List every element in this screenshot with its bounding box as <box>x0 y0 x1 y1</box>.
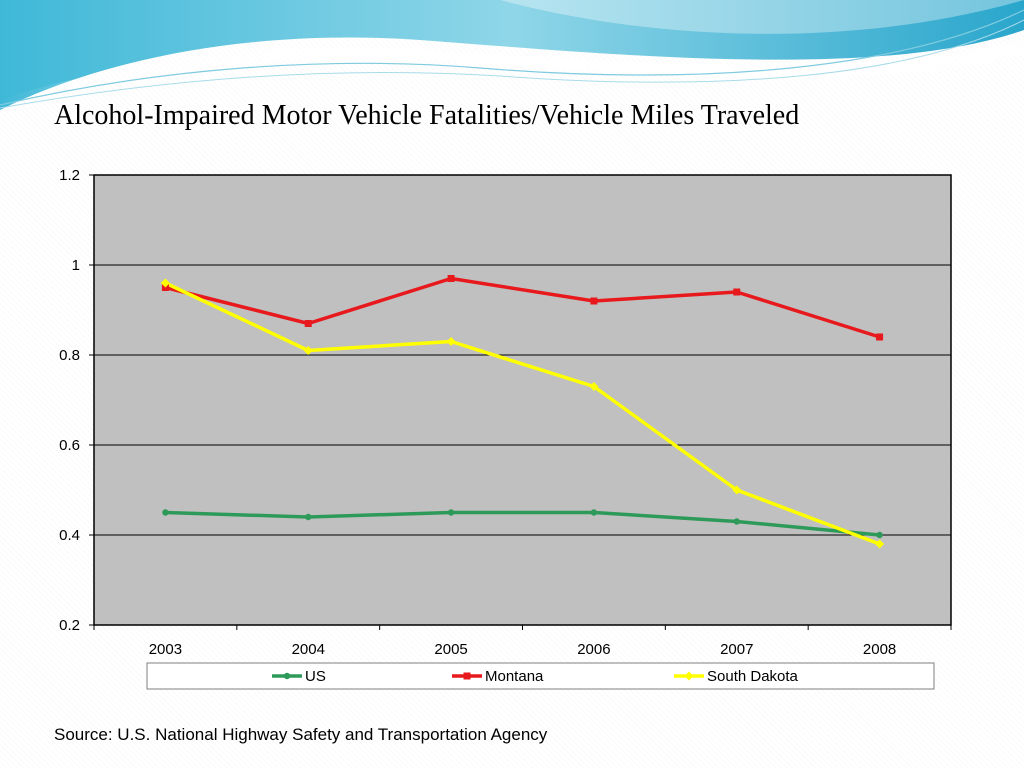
legend-label-us: US <box>305 668 326 685</box>
legend-marker-south-dakota <box>684 671 694 681</box>
legend-label-montana: Montana <box>485 668 544 685</box>
montana-data-point <box>876 333 884 341</box>
south-dakota-data-point <box>446 337 456 346</box>
us-data-point <box>590 509 598 516</box>
header-wave-decoration <box>0 0 1024 112</box>
montana-data-point <box>590 297 598 305</box>
slide-title: Alcohol-Impaired Motor Vehicle Fatalitie… <box>54 100 800 131</box>
y-tick-label: 1.2 <box>59 167 80 184</box>
south-dakota-data-point <box>303 346 313 355</box>
x-tick-label: 2008 <box>863 641 896 658</box>
legend-marker-montana <box>463 672 471 680</box>
montana-data-point <box>304 320 312 327</box>
south-dakota-series-line <box>164 281 881 546</box>
us-data-point <box>305 513 312 521</box>
montana-series-line <box>164 276 881 339</box>
plot-area <box>93 174 952 626</box>
us-data-point <box>447 509 455 516</box>
us-data-point <box>162 509 169 516</box>
gridlines <box>94 264 951 536</box>
south-dakota-data-point <box>732 485 742 495</box>
y-axis-ticks: 0.2 0.4 0.6 0.8 1 1.2 <box>59 167 94 634</box>
south-dakota-data-point <box>875 539 885 549</box>
y-tick-label: 1 <box>72 257 80 274</box>
montana-data-point <box>733 288 741 296</box>
x-tick-label: 2005 <box>434 641 467 658</box>
x-tick-label: 2004 <box>292 641 325 658</box>
legend-marker-us <box>283 672 291 680</box>
y-tick-label: 0.4 <box>59 527 80 544</box>
montana-data-point <box>447 275 455 282</box>
series-lines <box>164 276 881 546</box>
legend-label-south-dakota: South Dakota <box>707 668 799 685</box>
x-axis-ticks: 2003 2004 2005 2006 2007 2008 <box>93 625 952 658</box>
y-tick-label: 0.2 <box>59 617 80 634</box>
x-tick-label: 2006 <box>577 641 610 658</box>
y-tick-label: 0.8 <box>59 347 80 364</box>
legend: US Montana South Dakota <box>146 662 935 690</box>
y-tick-label: 0.6 <box>59 437 80 454</box>
x-tick-label: 2003 <box>149 641 182 658</box>
us-data-point <box>876 531 883 539</box>
x-tick-label: 2007 <box>720 641 753 658</box>
series-markers <box>160 275 885 549</box>
source-note: Source: U.S. National Highway Safety and… <box>54 725 548 744</box>
us-series-line <box>165 510 880 537</box>
us-data-point <box>733 518 740 525</box>
south-dakota-data-point <box>160 278 170 288</box>
south-dakota-data-point <box>589 382 599 391</box>
